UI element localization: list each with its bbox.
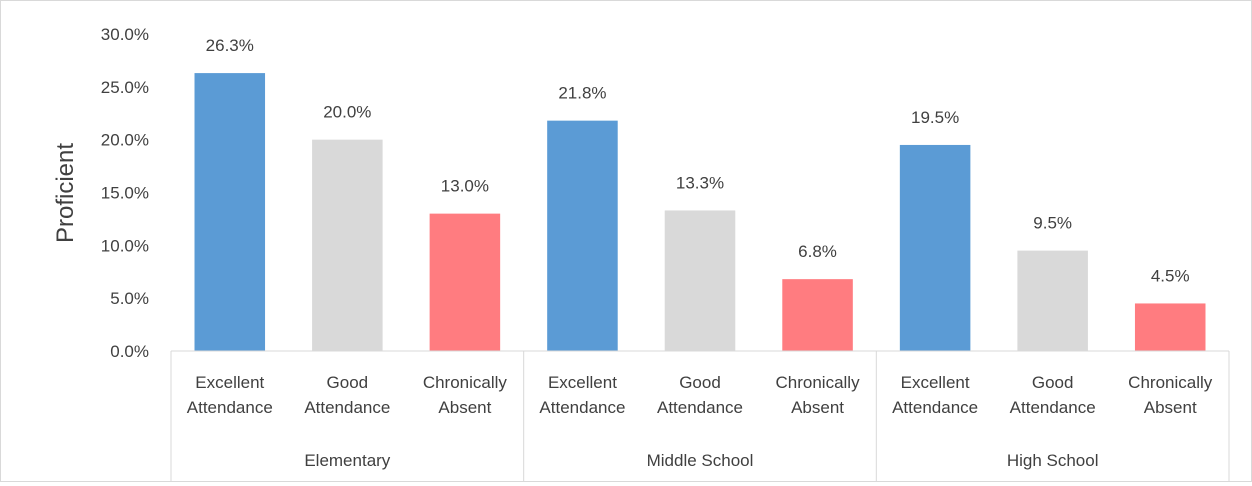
category-label: Excellent	[195, 373, 264, 392]
data-label: 6.8%	[798, 242, 837, 261]
bars	[194, 73, 1206, 351]
data-label: 26.3%	[206, 36, 254, 55]
category-labels: Excellent Attendance Good Attendance Chronic…	[187, 373, 1213, 417]
category-label: Chronically	[776, 373, 861, 392]
category-label: Excellent	[901, 373, 970, 392]
y-tick-label: 15.0%	[101, 184, 149, 203]
category-label: Good	[679, 373, 721, 392]
data-label: 9.5%	[1033, 214, 1072, 233]
category-label: Absent	[791, 398, 844, 417]
group-label: Elementary	[304, 451, 390, 470]
data-label: 4.5%	[1151, 266, 1190, 285]
category-label: Chronically	[423, 373, 508, 392]
category-label: Good	[327, 373, 369, 392]
y-axis-title: Proficient	[52, 143, 79, 243]
y-axis-ticks: 0.0% 5.0% 10.0% 15.0% 20.0% 25.0% 30.0%	[101, 25, 149, 361]
category-label: Attendance	[304, 398, 390, 417]
category-label: Absent	[1144, 398, 1197, 417]
y-tick-label: 5.0%	[110, 289, 149, 308]
category-label: Attendance	[892, 398, 978, 417]
y-tick-label: 20.0%	[101, 131, 149, 150]
y-tick-label: 10.0%	[101, 236, 149, 255]
category-label: Chronically	[1128, 373, 1213, 392]
data-labels: 26.3% 20.0% 13.0% 21.8% 13.3% 6.8% 19.5% 9.5% 4.…	[206, 36, 1190, 285]
data-label: 20.0%	[323, 103, 371, 122]
data-label: 21.8%	[558, 84, 606, 103]
bar	[547, 120, 618, 351]
category-label: Absent	[438, 398, 491, 417]
bar	[1017, 250, 1088, 351]
y-tick-label: 25.0%	[101, 78, 149, 97]
bar	[782, 279, 853, 351]
y-axis-title-group: Proficient	[52, 143, 79, 243]
y-tick-label: 30.0%	[101, 25, 149, 44]
bar	[429, 213, 501, 351]
category-label: Excellent	[548, 373, 617, 392]
axis-lines	[170, 350, 1230, 481]
data-label: 13.3%	[676, 173, 724, 192]
category-label: Good	[1032, 373, 1074, 392]
category-label: Attendance	[187, 398, 273, 417]
group-labels: Elementary Middle School High School	[304, 451, 1098, 470]
y-tick-label: 0.0%	[110, 342, 149, 361]
bar	[312, 139, 383, 351]
group-label: Middle School	[647, 451, 754, 470]
data-label: 19.5%	[911, 108, 959, 127]
bar	[1134, 303, 1206, 351]
category-label: Attendance	[1010, 398, 1096, 417]
bar	[664, 210, 736, 351]
category-label: Attendance	[657, 398, 743, 417]
bar	[899, 144, 971, 351]
group-label: High School	[1007, 451, 1099, 470]
category-label: Attendance	[539, 398, 625, 417]
data-label: 13.0%	[441, 177, 489, 196]
bar	[194, 73, 266, 351]
